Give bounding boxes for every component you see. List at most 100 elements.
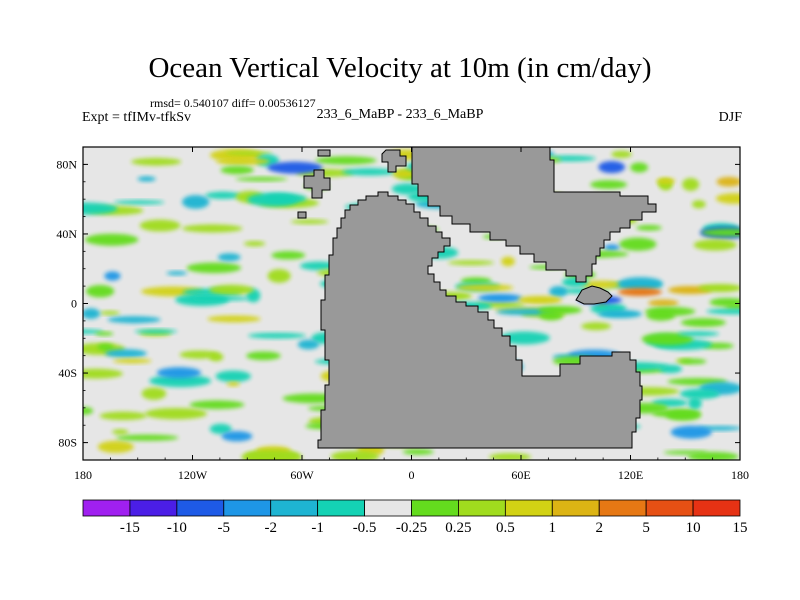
field-patch: [663, 450, 708, 455]
field-patch: [189, 400, 245, 410]
field-patch: [688, 397, 702, 410]
field-patch: [166, 271, 188, 276]
colorbar-label-3: -2: [264, 520, 277, 536]
field-patch: [402, 449, 434, 455]
field-patch: [549, 286, 568, 297]
field-patch: [698, 284, 740, 292]
colorbar: -15 -10 -5 -2 -1 -0.5 -0.25 0.25 0.5 1 2 5 10 15: [82, 499, 748, 536]
colorbar-label-13: 15: [733, 520, 748, 536]
land-mass-west: [317, 191, 643, 449]
field-patch: [619, 237, 657, 251]
field-patch: [85, 284, 115, 298]
colorbar-label-4: -1: [311, 520, 324, 536]
field-patch: [156, 367, 202, 379]
field-patch: [235, 176, 288, 182]
y-tick-label-3: 40S: [58, 366, 77, 380]
colorbar-label-1: -10: [167, 520, 187, 536]
experiment-label: Expt = tfIMv-tfkSv: [82, 110, 191, 125]
field-patch: [299, 261, 338, 271]
field-patch: [97, 440, 134, 453]
field-patch: [598, 161, 626, 174]
field-patch: [95, 331, 114, 336]
colorbar-label-10: 2: [595, 520, 603, 536]
field-patch: [149, 374, 212, 388]
x-tick-label-2: 60W: [290, 468, 314, 482]
x-tick-label-5: 120E: [618, 468, 643, 482]
field-patch: [598, 310, 642, 318]
field-patch: [139, 219, 181, 232]
land-mass-peninsula: [575, 285, 613, 305]
field-patch: [693, 239, 737, 251]
field-patch: [182, 224, 243, 233]
field-patch: [225, 151, 272, 156]
field-patch: [679, 388, 720, 400]
field-patch: [209, 284, 254, 295]
field-patch: [207, 315, 261, 323]
field-patch: [682, 177, 700, 191]
field-patch: [715, 193, 740, 204]
colorbar-label-5: -0.5: [353, 520, 377, 536]
field-patch: [267, 269, 291, 283]
field-patch: [656, 177, 676, 185]
chart-title: Ocean Vertical Velocity at 10m (in cm/da…: [148, 52, 652, 84]
colorbar-swatch-13: [692, 499, 741, 517]
field-patch: [190, 296, 251, 301]
field-patch: [226, 381, 240, 387]
field-patch: [315, 156, 377, 165]
field-patch: [611, 150, 632, 158]
colorbar-swatch-1: [129, 499, 178, 517]
field-patch: [478, 294, 522, 302]
field-patch: [618, 288, 662, 296]
field-patch: [217, 253, 241, 262]
field-patch: [246, 351, 281, 361]
colorbar-label-2: -5: [218, 520, 231, 536]
field-patch: [652, 409, 701, 418]
field-patch: [97, 343, 114, 351]
field-patch: [630, 162, 649, 173]
y-tick-label-1: 40N: [56, 227, 77, 241]
field-patch: [709, 297, 740, 307]
field-patch: [113, 358, 152, 364]
field-patch: [83, 202, 118, 215]
x-tick-label-4: 60E: [511, 468, 530, 482]
field-patch: [678, 358, 707, 365]
field-patch: [680, 318, 726, 327]
field-patch: [677, 331, 720, 337]
field-patch: [131, 157, 182, 166]
colorbar-label-12: 10: [686, 520, 701, 536]
colorbar-swatch-3: [223, 499, 272, 517]
field-patch: [144, 407, 207, 420]
field-patch: [244, 450, 299, 460]
land-island-4: [317, 149, 331, 157]
field-patch: [247, 192, 298, 207]
field-patch: [716, 176, 740, 187]
field-patch: [447, 260, 495, 266]
colorbar-swatch-12: [645, 499, 694, 517]
field-patch: [104, 271, 121, 281]
field-patch: [99, 411, 147, 421]
y-tick-label-2: 0: [71, 297, 77, 311]
field-patch: [83, 308, 101, 319]
x-tick-label-0: 180: [74, 468, 92, 482]
colorbar-label-6: -0.25: [396, 520, 427, 536]
y-tick-label-0: 80N: [56, 157, 77, 171]
field-patch: [581, 322, 612, 331]
field-patch: [182, 195, 210, 209]
field-patch: [518, 296, 562, 304]
field-patch: [116, 434, 179, 441]
field-patch: [112, 429, 129, 435]
colorbar-label-9: 1: [549, 520, 557, 536]
field-patch: [501, 256, 515, 267]
colorbar-label-0: -15: [120, 520, 140, 536]
field-patch: [701, 228, 740, 237]
land-island-1: [303, 169, 331, 199]
field-patch: [247, 332, 306, 339]
colorbar-swatch-10: [551, 499, 600, 517]
field-patch: [220, 165, 254, 175]
field-patch: [271, 251, 306, 260]
x-tick-label-6: 180: [731, 468, 749, 482]
field-patch: [137, 176, 156, 182]
colorbar-swatch-6: [364, 499, 412, 517]
colorbar-swatch-5: [317, 499, 365, 517]
